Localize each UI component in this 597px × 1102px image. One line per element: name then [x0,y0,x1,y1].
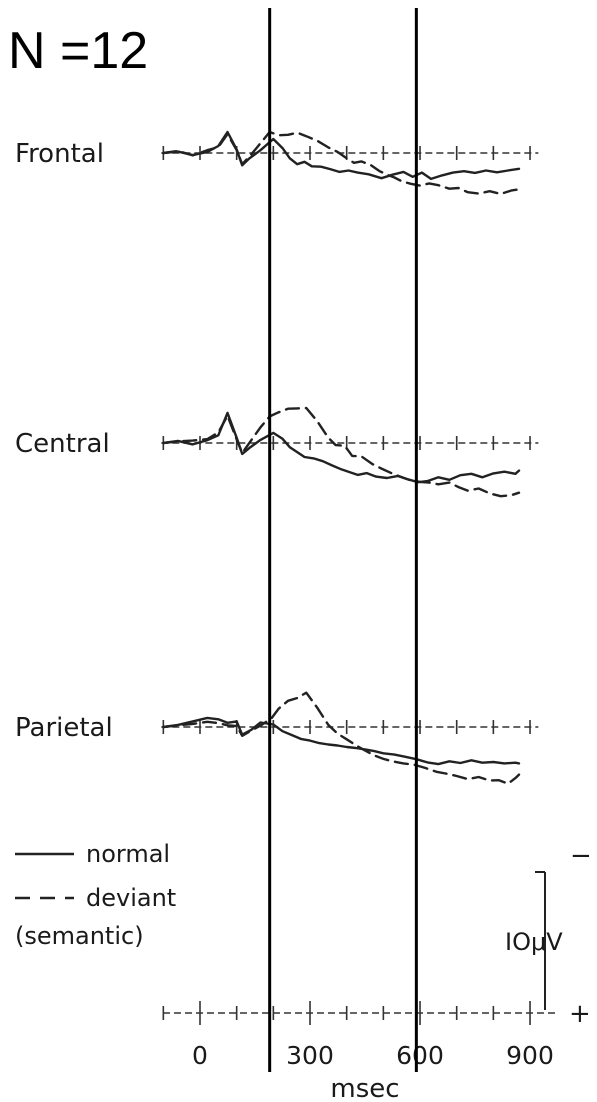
panel-parietal: Parietal [15,691,539,785]
panel-frontal: Frontal [15,130,539,196]
panel-label: Central [15,429,110,459]
series-normal [162,411,521,484]
panel-central: Central [15,406,539,498]
legend: normal deviant (semantic) [15,840,176,950]
panel-label: Frontal [15,139,104,169]
chart-title: N =12 [8,22,148,80]
x-tick-label: 0 [192,1041,208,1070]
series-deviant [162,130,521,196]
panels: Frontal Central Parietal [15,130,539,785]
x-tick-label: 600 [396,1041,444,1070]
panel-label: Parietal [15,713,113,743]
x-tick-label: 900 [506,1041,554,1070]
series-deviant [162,406,521,498]
voltage-scale-bar: − IOμV + [505,841,592,1029]
legend-label: deviant [86,884,176,912]
scale-minus: − [570,841,592,871]
time-axis: 0 300 600 900 msec [162,1001,555,1102]
scale-plus: + [569,999,591,1029]
legend-label: normal [86,840,170,868]
x-tick-label: 300 [286,1041,334,1070]
latency-markers [268,8,418,1072]
scale-label: IOμV [505,928,563,956]
x-axis-label: msec [330,1074,399,1102]
legend-label: (semantic) [15,922,144,950]
series-normal [162,716,521,766]
series-deviant [162,691,521,785]
